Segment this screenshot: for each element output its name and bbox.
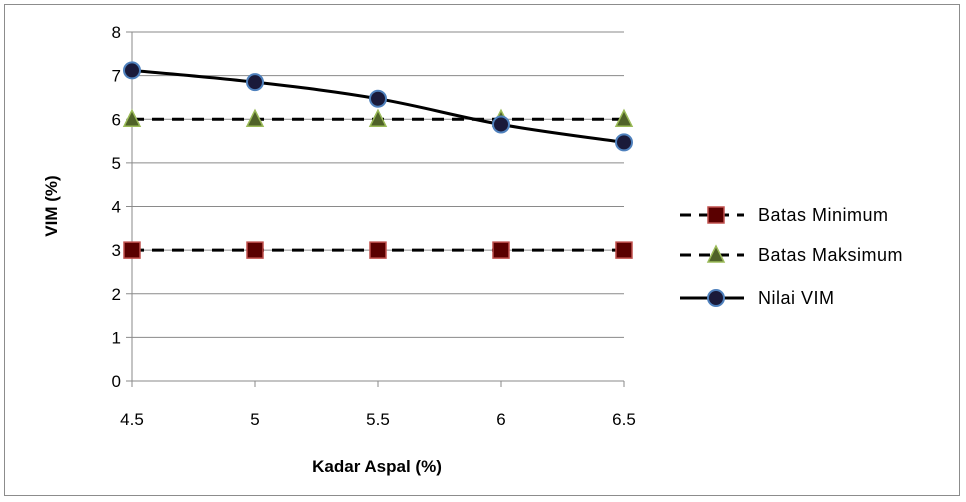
y-tick-label: 8 [112, 23, 121, 42]
y-tick-label: 7 [112, 67, 121, 86]
legend-label: Batas Maksimum [758, 245, 903, 265]
x-axis-title: Kadar Aspal (%) [312, 457, 442, 476]
legend-entry-2: Nilai VIM [680, 288, 835, 308]
data-point [246, 241, 264, 259]
legend-label: Nilai VIM [758, 288, 835, 308]
legend: Batas Minimum Batas Maksimum Nilai VIM [680, 205, 903, 308]
data-point [369, 89, 387, 108]
data-point [246, 73, 264, 92]
data-point [614, 108, 634, 127]
data-point [369, 241, 387, 259]
x-tick-label: 4.5 [120, 410, 144, 429]
y-tick-label: 2 [112, 285, 121, 304]
y-tick-label: 5 [112, 154, 121, 173]
data-point [245, 108, 265, 127]
y-tick-label: 1 [112, 328, 121, 347]
axes [126, 31, 625, 387]
series-1 [122, 108, 634, 127]
legend-label: Batas Minimum [758, 205, 889, 225]
data-point [615, 241, 633, 259]
x-tick-label: 5.5 [366, 410, 390, 429]
legend-marker [707, 289, 725, 307]
data-point [123, 241, 141, 259]
series-2 [123, 61, 633, 152]
y-tick-label: 6 [112, 110, 121, 129]
x-tick-label: 6 [496, 410, 505, 429]
data-point [123, 61, 141, 80]
data-point [122, 108, 142, 127]
x-tick-label: 6.5 [612, 410, 636, 429]
data-point [492, 241, 510, 259]
data-point [615, 133, 633, 152]
data-point [368, 108, 388, 127]
series-0 [123, 241, 633, 259]
data-point [492, 115, 510, 134]
series [122, 61, 634, 259]
tick-labels: 0 1 2 3 4 5 6 7 8 4.5 5 5.5 6 6.5 [112, 23, 636, 429]
legend-entry-1: Batas Maksimum [680, 244, 903, 265]
y-axis-title: VIM (%) [42, 175, 61, 236]
y-tick-label: 3 [112, 241, 121, 260]
x-tick-label: 5 [250, 410, 259, 429]
legend-marker [707, 206, 725, 224]
legend-entry-0: Batas Minimum [680, 205, 889, 225]
y-tick-label: 4 [112, 198, 121, 217]
y-tick-label: 0 [112, 372, 121, 391]
legend-marker [706, 244, 726, 263]
